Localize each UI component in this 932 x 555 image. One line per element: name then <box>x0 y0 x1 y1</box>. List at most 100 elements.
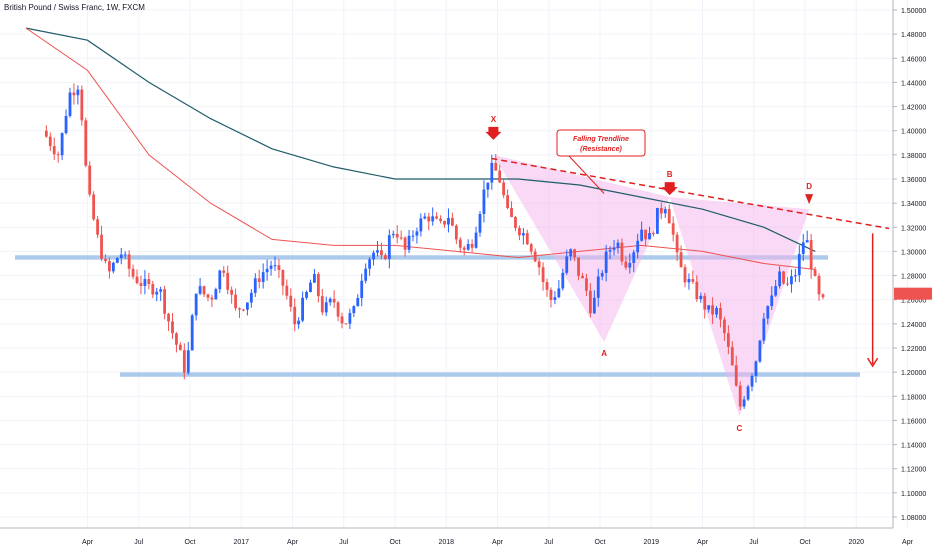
candle-body <box>289 295 293 307</box>
candle-body <box>545 282 549 290</box>
candle-body <box>738 385 742 407</box>
candle-body <box>529 244 533 252</box>
candle-body <box>632 252 636 264</box>
candle-body <box>663 209 667 214</box>
candle-body <box>332 298 336 303</box>
y-tick-label: 1.12000 <box>901 467 926 474</box>
candle-body <box>44 130 48 137</box>
candle-body <box>742 399 746 407</box>
ma-short-line <box>25 27 816 270</box>
candle-body <box>797 253 801 276</box>
candle-body <box>699 295 703 300</box>
candle-body <box>486 182 490 190</box>
candle-body <box>667 209 671 224</box>
candle-body <box>301 297 304 321</box>
candle-body <box>206 294 210 298</box>
candle-body <box>285 285 289 296</box>
candle-body <box>186 350 190 373</box>
candle-body <box>640 229 644 241</box>
candle-body <box>474 232 478 248</box>
candle-body <box>525 233 529 245</box>
candle-body <box>711 305 714 315</box>
candle-body <box>293 306 297 325</box>
candle-body <box>344 323 348 325</box>
candle-body <box>758 340 762 362</box>
candle-body <box>612 247 616 250</box>
candle-body <box>372 252 375 260</box>
down-arrow-icon <box>485 126 502 140</box>
candle-body <box>376 250 379 253</box>
candle-body <box>766 306 770 319</box>
candle-body <box>92 194 96 220</box>
candle-body <box>257 278 261 283</box>
candle-body <box>541 267 545 283</box>
candle-body <box>175 333 178 345</box>
candle-body <box>108 261 111 272</box>
candle-body <box>139 283 143 286</box>
candle-body <box>790 276 793 285</box>
candle-body <box>537 261 541 268</box>
candle-body <box>715 308 718 315</box>
candle-body <box>786 283 789 285</box>
pattern-triangle-bcd <box>669 197 810 417</box>
candle-body <box>482 189 486 214</box>
candle-body <box>778 271 782 287</box>
pattern-triangle-xab <box>493 154 670 342</box>
candle-body <box>218 270 222 290</box>
y-tick-label: 1.40000 <box>901 129 926 136</box>
candle-body <box>683 267 687 283</box>
candle-body <box>754 361 758 377</box>
candle-body <box>368 259 372 269</box>
down-arrow-icon <box>661 182 678 196</box>
pattern-label-a: A <box>601 349 607 358</box>
candle-body <box>671 223 675 235</box>
candle-body <box>143 279 147 286</box>
candle-body <box>328 298 332 303</box>
y-tick-label: 1.34000 <box>901 201 926 208</box>
pattern-label-x: X <box>491 115 497 124</box>
y-tick-label: 1.30000 <box>901 249 926 256</box>
candle-body <box>805 240 809 243</box>
candle-body <box>734 365 738 386</box>
candle-body <box>561 272 565 289</box>
y-tick-label: 1.22000 <box>901 346 926 353</box>
candle-body <box>194 293 198 316</box>
y-tick-label: 1.20000 <box>901 370 926 377</box>
candle-body <box>111 262 115 272</box>
candle-body <box>52 146 56 155</box>
candle-body <box>652 233 655 235</box>
candle-body <box>265 268 269 273</box>
candle-body <box>249 292 253 303</box>
y-tick-label: 1.32000 <box>901 225 926 232</box>
candle-body <box>182 350 186 373</box>
candle-body <box>387 235 391 259</box>
candle-body <box>305 292 308 298</box>
candle-body <box>281 270 285 286</box>
x-tick-label: 2020 <box>848 539 864 546</box>
candle-body <box>648 233 651 240</box>
ma-long-line <box>25 27 816 252</box>
candle-body <box>447 217 450 225</box>
last-price-badge <box>894 287 932 300</box>
candle-body <box>242 309 245 311</box>
pattern-label-b: B <box>667 170 673 179</box>
candle-body <box>198 286 202 294</box>
candle-body <box>127 254 131 269</box>
y-tick-label: 1.50000 <box>901 8 926 15</box>
target-arrow-head-icon <box>867 357 879 368</box>
y-tick-label: 1.44000 <box>901 80 926 87</box>
candle-body <box>774 286 778 296</box>
candle-body <box>135 276 139 284</box>
candle-body <box>679 252 683 268</box>
candle-body <box>746 386 750 400</box>
candle-body <box>222 270 226 273</box>
candle-body <box>565 256 569 273</box>
candle-body <box>592 297 596 314</box>
y-tick-label: 1.10000 <box>901 491 926 498</box>
candle-body <box>577 257 580 276</box>
candle-body <box>119 254 123 259</box>
x-tick-label: Apr <box>902 539 914 546</box>
candle-body <box>502 182 506 196</box>
candle-body <box>458 239 462 248</box>
